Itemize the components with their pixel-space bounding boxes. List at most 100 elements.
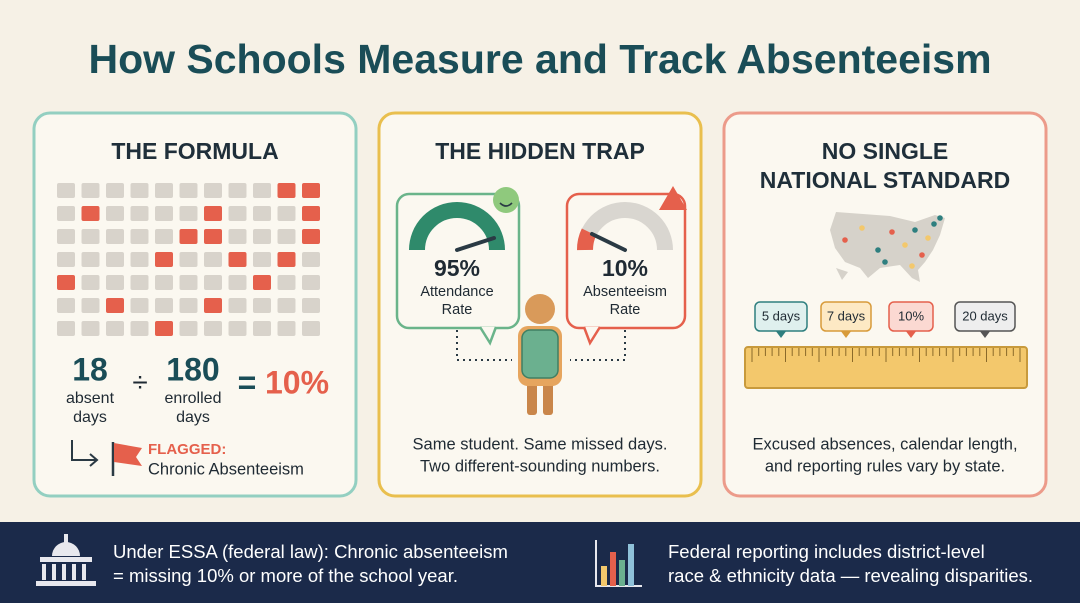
calendar-day <box>228 183 247 198</box>
calendar-day <box>253 321 271 336</box>
calendar-grid <box>57 183 320 336</box>
gauge-red <box>577 228 597 251</box>
calendar-day <box>130 183 149 198</box>
icon-bar <box>601 566 607 586</box>
calendar-day-absent <box>228 252 247 267</box>
calendar-day <box>81 183 100 198</box>
calendar-day <box>179 206 198 221</box>
map-dot <box>925 235 931 241</box>
calendar-day <box>57 252 75 267</box>
calendar-day <box>130 229 149 244</box>
calendar-day <box>204 321 222 336</box>
threshold-tag: 5 days <box>762 308 801 323</box>
spire <box>64 534 68 544</box>
threshold-tag: 10% <box>898 308 924 323</box>
calendar-day <box>277 229 296 244</box>
calendar-day <box>57 183 75 198</box>
caption: Same student. Same missed days. <box>413 435 668 453</box>
calendar-day <box>57 229 75 244</box>
student-head <box>525 294 555 324</box>
calendar-day <box>130 321 149 336</box>
calendar-day <box>106 183 124 198</box>
warning-icon <box>659 186 687 210</box>
calendar-day <box>57 321 75 336</box>
calendar-day <box>277 206 296 221</box>
calendar-day <box>106 206 124 221</box>
footer <box>0 522 1080 603</box>
calendar-day <box>179 275 198 290</box>
calendar-day <box>155 229 173 244</box>
calendar-day <box>228 298 247 313</box>
bubble-tail <box>582 326 602 346</box>
calendar-day <box>228 206 247 221</box>
tag-pointer <box>905 330 917 338</box>
icon-bar <box>610 552 616 586</box>
calendar-day <box>228 229 247 244</box>
flag-text: Chronic Absenteeism <box>148 460 304 478</box>
calendar-day <box>81 229 100 244</box>
divide-sign: ÷ <box>132 366 147 397</box>
absent-label: days <box>73 409 107 426</box>
map-dot <box>909 263 915 269</box>
calendar-day-absent <box>302 229 320 244</box>
calendar-day <box>57 298 75 313</box>
icon-bar <box>628 544 634 586</box>
calendar-day <box>253 183 271 198</box>
footer-text: = missing 10% or more of the school year… <box>113 565 458 586</box>
calendar-day <box>253 252 271 267</box>
panel-heading: THE HIDDEN TRAP <box>435 138 645 164</box>
calendar-day <box>81 275 100 290</box>
calendar-day-absent <box>155 321 173 336</box>
tag-pointer <box>775 330 787 338</box>
threshold-tag: 20 days <box>962 308 1008 323</box>
map-dot <box>859 225 865 231</box>
calendar-day <box>106 321 124 336</box>
absenteeism-value: 10% <box>602 255 648 281</box>
map-dot <box>889 229 895 235</box>
ruler <box>744 346 1028 389</box>
calendar-day-absent <box>179 229 198 244</box>
threshold-tag: 7 days <box>827 308 866 323</box>
calendar-day <box>155 275 173 290</box>
footer-text: race & ethnicity data — revealing dispar… <box>668 565 1033 586</box>
map-dot <box>931 221 937 227</box>
column <box>52 564 56 580</box>
calendar-day <box>155 298 173 313</box>
us-map-alaska <box>836 268 848 280</box>
absenteeism-label: Rate <box>610 302 641 318</box>
calendar-day <box>253 206 271 221</box>
map-dot <box>882 259 888 265</box>
enrolled-label: days <box>176 409 210 426</box>
calendar-day <box>106 229 124 244</box>
calendar-day <box>277 275 296 290</box>
column <box>82 564 86 580</box>
calendar-day <box>228 321 247 336</box>
gauge <box>409 202 505 251</box>
tag-box <box>888 301 934 332</box>
calendar-day-absent <box>106 298 124 313</box>
equals-sign: = <box>238 364 257 400</box>
calendar-day-absent <box>155 252 173 267</box>
calendar-day <box>106 275 124 290</box>
map-dot <box>919 252 925 258</box>
icon-bar <box>619 560 625 586</box>
caption: and reporting rules vary by state. <box>765 457 1005 475</box>
cornice <box>40 557 92 562</box>
enrolled-label: enrolled <box>165 390 222 407</box>
calendar-day-absent <box>253 275 271 290</box>
bubble-tail <box>478 326 498 346</box>
calendar-day <box>81 252 100 267</box>
tag-box <box>954 301 1016 332</box>
smile <box>499 202 513 207</box>
calendar-day <box>204 275 222 290</box>
arrow <box>71 440 99 467</box>
capitol-icon <box>36 534 96 586</box>
tag-pointer <box>840 330 852 338</box>
calendar-day <box>179 183 198 198</box>
result: 10% <box>265 364 329 400</box>
column <box>72 564 76 580</box>
map-dot <box>842 237 848 243</box>
backpack <box>521 329 559 379</box>
calendar-day <box>179 321 198 336</box>
